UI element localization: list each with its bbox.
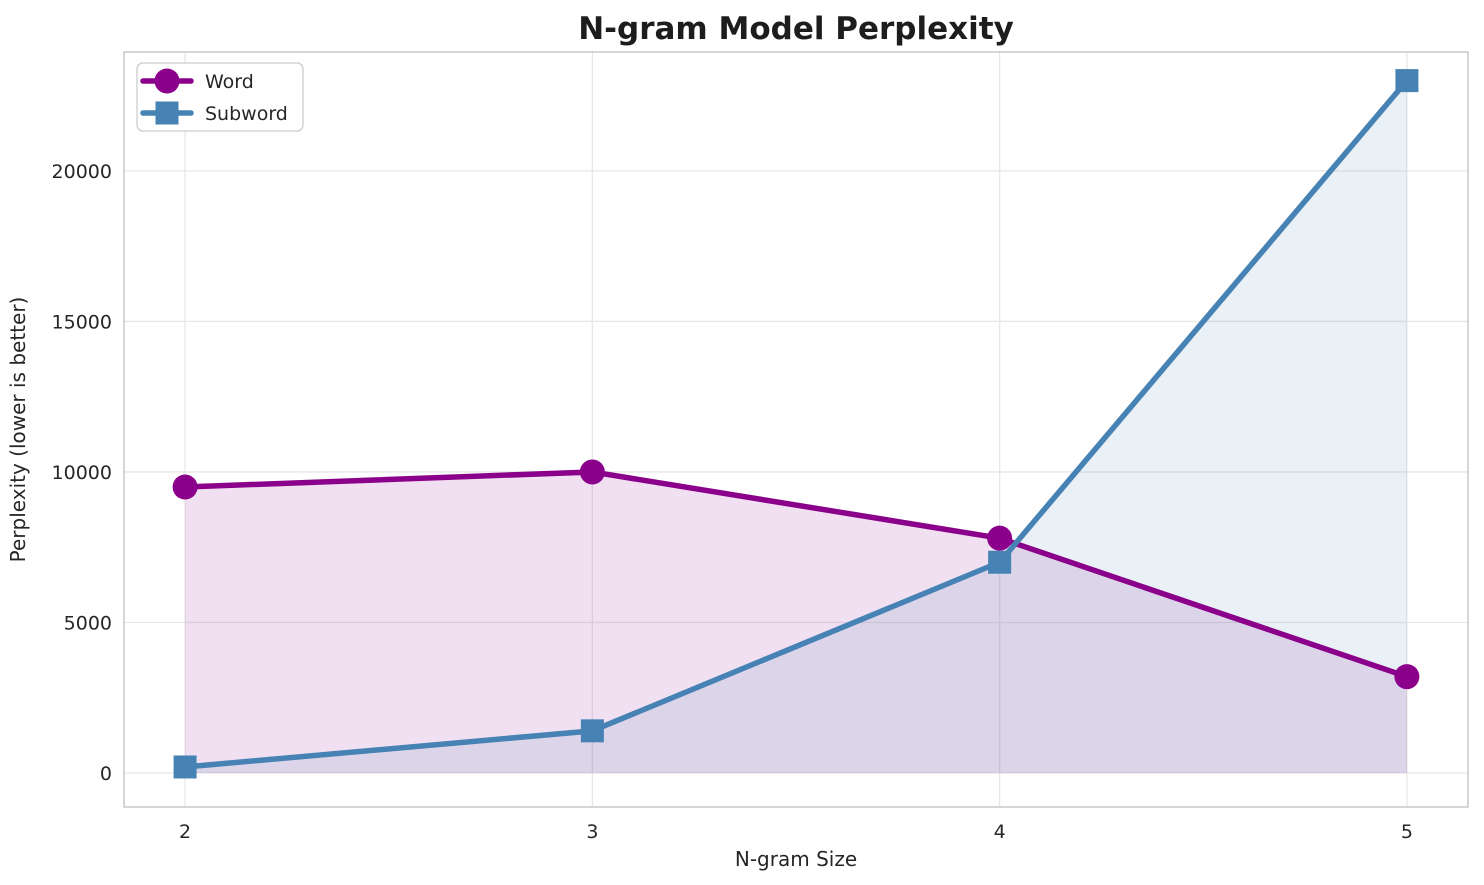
- subword-marker: [173, 755, 197, 779]
- legend-label: Subword: [205, 103, 288, 125]
- word-marker: [987, 525, 1013, 551]
- legend-item-word: Word: [140, 68, 254, 94]
- y-tick-label: 5000: [64, 612, 112, 634]
- legend-marker-square: [155, 101, 179, 125]
- word-area-fill: [185, 471, 1407, 773]
- legend-label: Word: [205, 71, 254, 93]
- subword-line: [182, 77, 1410, 770]
- word-marker: [579, 459, 605, 485]
- grid: [124, 52, 1468, 807]
- legend-item-subword: Subword: [140, 101, 288, 125]
- x-tick-label: 4: [994, 821, 1006, 843]
- chart-title: N-gram Model Perplexity: [578, 11, 1014, 47]
- plot-border: [123, 51, 1469, 808]
- subword-marker: [580, 719, 604, 743]
- word-line: [182, 469, 1410, 680]
- subword-area-fill: [185, 80, 1407, 773]
- y-axis-label: Perplexity (lower is better): [6, 297, 30, 563]
- x-axis-label: N-gram Size: [735, 847, 857, 871]
- y-tick-label: 0: [100, 763, 112, 785]
- subword-marker: [1395, 69, 1419, 93]
- legend: Word Subword: [136, 62, 304, 132]
- y-tick-label: 20000: [52, 161, 112, 183]
- y-tick-label: 10000: [52, 462, 112, 484]
- x-tick-label: 2: [179, 821, 191, 843]
- y-tick-label: 15000: [52, 311, 112, 333]
- x-tick-label: 5: [1401, 821, 1413, 843]
- word-marker: [1394, 664, 1420, 690]
- x-tick-label: 3: [586, 821, 598, 843]
- subword-marker: [988, 550, 1012, 574]
- word-marker: [172, 474, 198, 500]
- legend-marker-circle: [154, 68, 180, 94]
